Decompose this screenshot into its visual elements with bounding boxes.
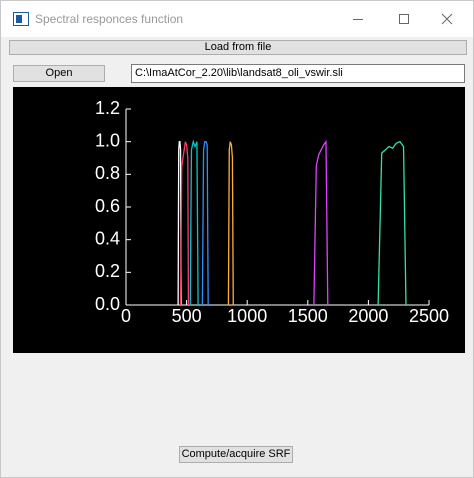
x-tick-label: 500 [172,306,202,326]
maximize[interactable] [399,14,409,24]
y-tick-label: 1.2 [95,98,120,118]
srf-line [177,141,182,306]
y-tick-label: 0.6 [95,196,120,216]
x-tick-label: 1000 [227,306,267,326]
y-tick-label: 1.0 [95,130,120,150]
x-tick-label: 2500 [409,306,449,326]
app-icon [13,12,29,26]
y-tick-label: 0.4 [95,228,120,248]
window-title: Spectral responces function [35,12,184,26]
srf-line [179,141,190,306]
compute-button[interactable]: Compute/acquire SRF [179,446,293,463]
srf-line [201,141,209,306]
plot-background [13,87,465,353]
window-controls[interactable] [353,1,473,37]
load-button[interactable]: Load from file [9,40,467,55]
y-tick-label: 0.2 [95,261,120,281]
title-bar: Spectral responces function [1,1,473,37]
srf-line [189,139,199,306]
x-tick-label: 2000 [348,306,388,326]
y-tick-label: 0.8 [95,163,120,183]
y-tick-label: 0.0 [95,294,120,314]
x-tick-label: 1500 [288,306,328,326]
srf-line [377,140,407,306]
chart: 0.0 0.2 0.4 0.6 0.8 1.0 1.2 0 500 1000 1500 2000 250… [13,87,465,353]
x-tick-label: 0 [121,306,131,326]
srf-line [227,141,234,306]
open-button[interactable]: Open [13,65,105,82]
path-field[interactable]: C:\ImaAtCor_2.20\lib\landsat8_oli_vswir.… [131,64,465,83]
close[interactable] [441,13,453,25]
srf-line [313,139,329,306]
